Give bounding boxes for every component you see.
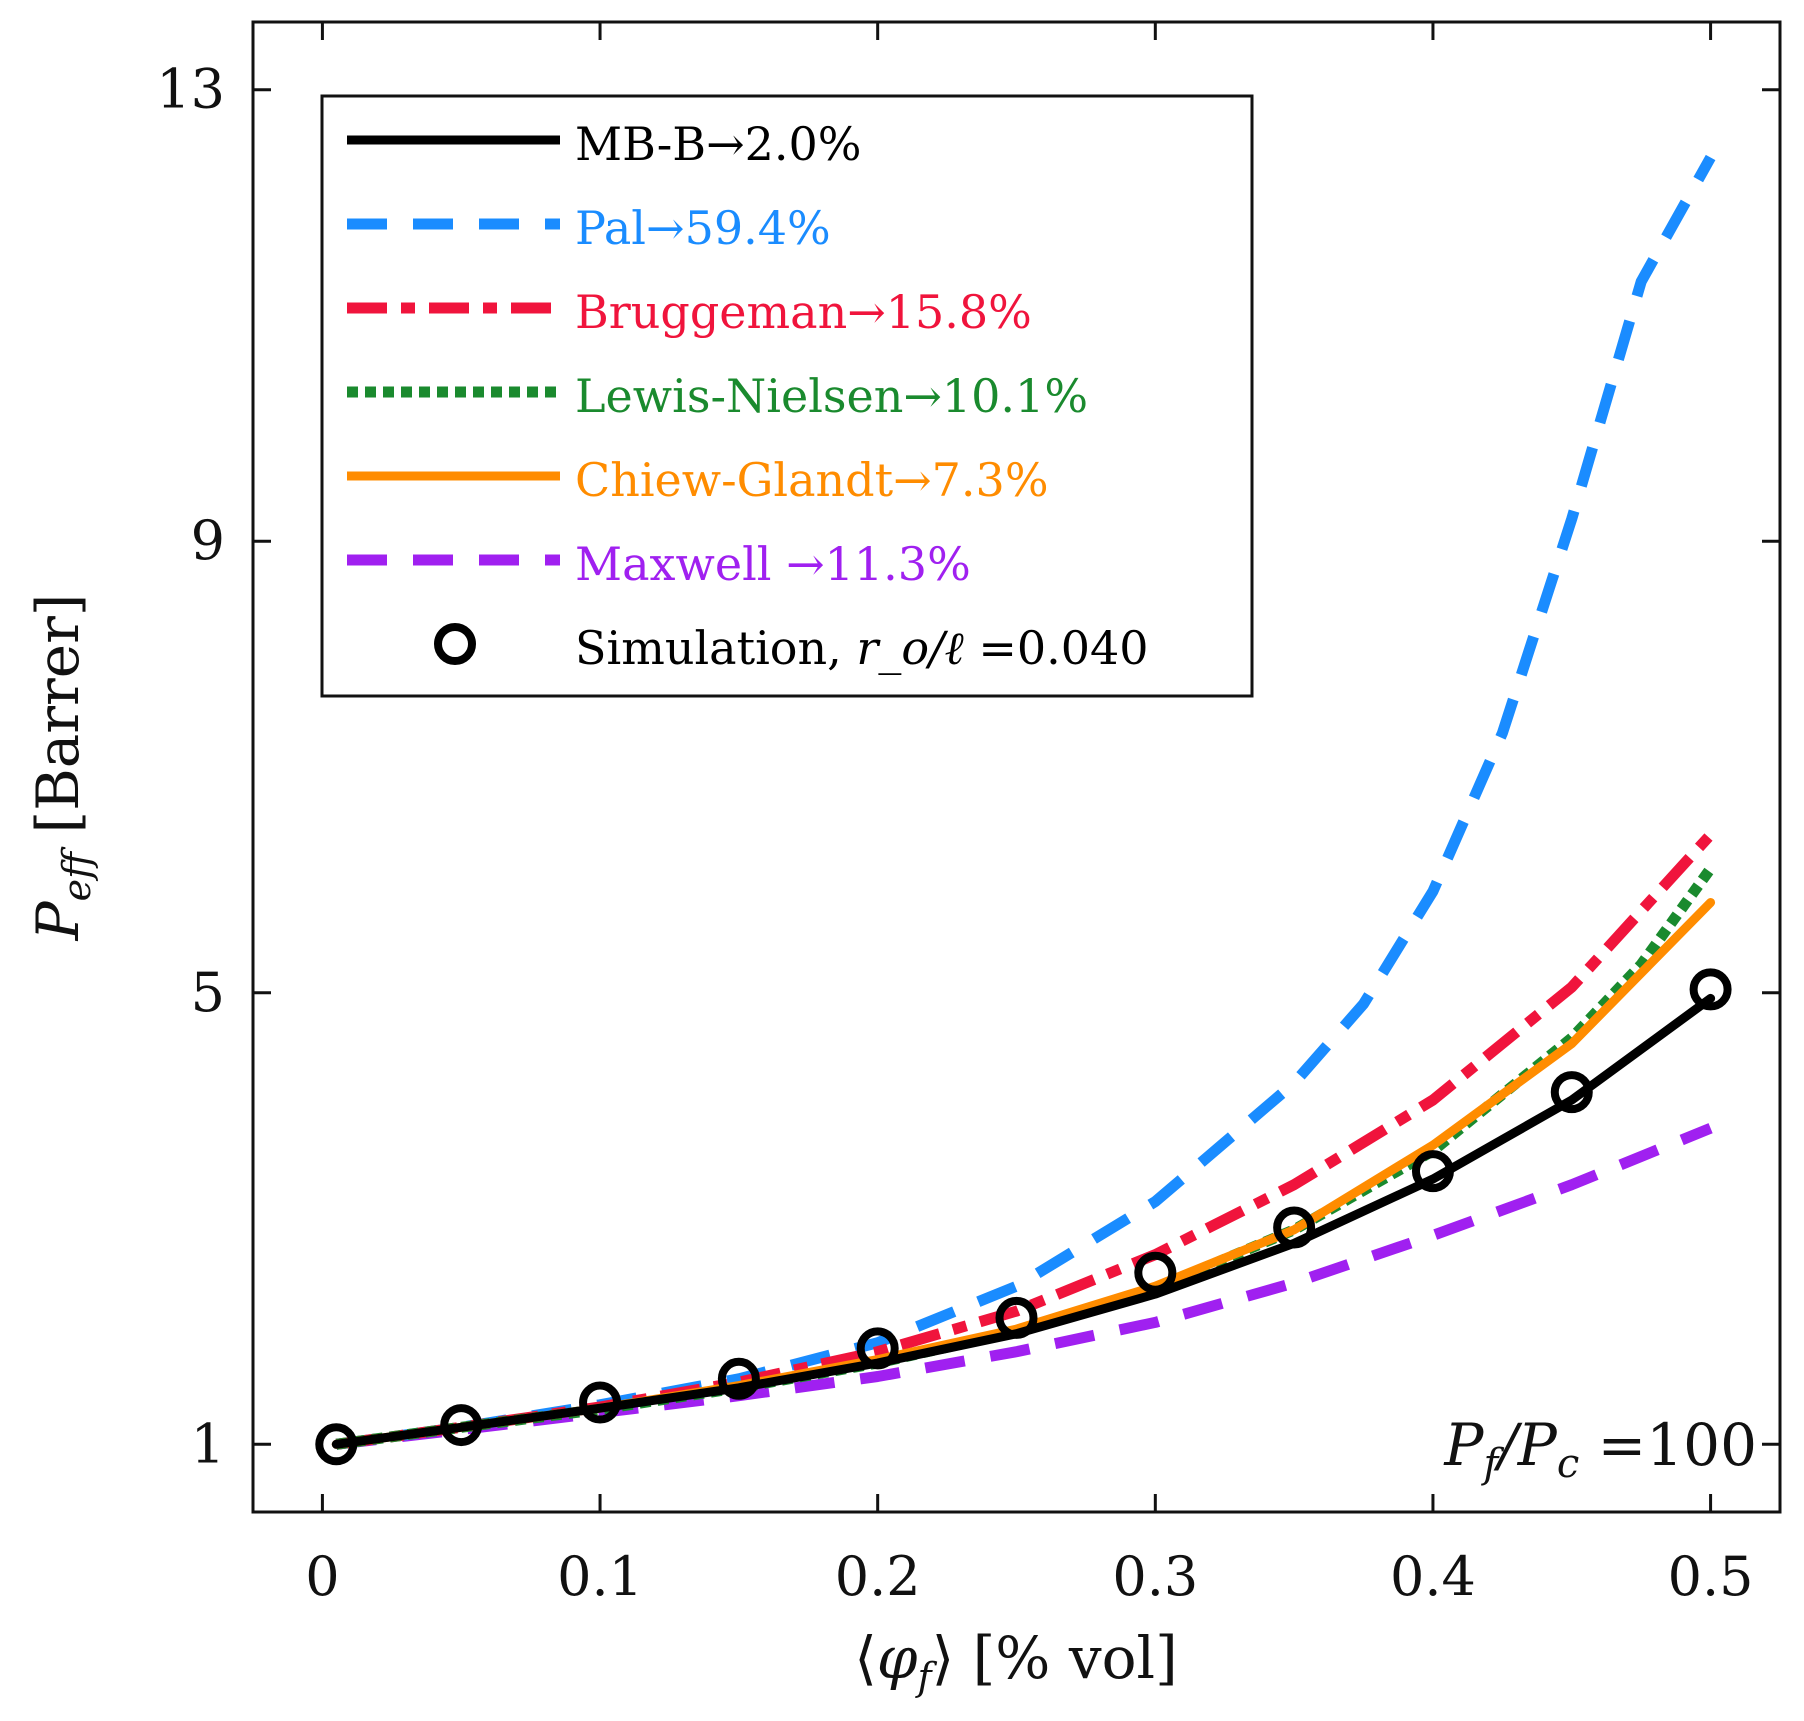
x-tick-label: 0.4 [1390,1545,1476,1608]
legend-label-maxwell: Maxwell →11.3% [575,537,971,591]
legend-sim-var: r_o/ℓ [856,621,964,675]
simulation-marker [1689,968,1732,1011]
y-tick-label: 5 [191,961,225,1024]
x-tick-label: 0.2 [835,1545,921,1608]
series-layer [315,154,1732,1466]
simulation-marker [440,1404,483,1447]
y-tick-label: 13 [156,58,225,121]
ratio-annotation: Pf/Pc =100 [1443,1411,1757,1487]
legend-label-pal: Pal→59.4% [575,201,831,255]
legend-sample-simulation [434,623,476,665]
x-tick-label: 0.3 [1112,1545,1198,1608]
axis-ticks [253,22,1780,1512]
tick-labels: 0 0.1 0.2 0.3 0.4 0.5 1 5 9 13 [156,58,1753,1608]
legend-samples [347,135,560,665]
simulation-marker [315,1423,358,1466]
legend-sim-value: =0.040 [964,621,1149,675]
legend: MB-B→2.0% Pal→59.4% Bruggeman→15.8% Lewi… [320,94,1254,698]
simulation-marker [717,1357,760,1400]
x-axis-title: ⟨φf⟩ [% vol] [854,1624,1177,1699]
y-tick-label: 9 [191,509,225,572]
y-tick-label: 1 [191,1412,225,1475]
x-tick-label: 0.5 [1668,1545,1754,1608]
simulation-marker [1411,1150,1454,1193]
legend-label-chiew-glandt: Chiew-Glandt→7.3% [575,453,1049,507]
simulation-marker [856,1327,899,1370]
legend-sim-prefix: Simulation, [575,621,856,675]
simulation-marker [995,1296,1038,1339]
x-tick-label: 0.1 [557,1545,643,1608]
simulation-marker [1273,1206,1316,1249]
simulation-marker [579,1381,622,1424]
y-axis-title: Peff [Barrer] [24,594,99,942]
simulation-marker [1550,1071,1593,1114]
x-tick-label: 0 [305,1545,339,1608]
legend-label-simulation: Simulation, r_o/ℓ =0.040 [575,621,1149,675]
simulation-marker [1134,1251,1177,1294]
legend-label-lewis-nielsen: Lewis-Nielsen→10.1% [575,369,1088,423]
legend-label-bruggeman: Bruggeman→15.8% [575,285,1032,339]
legend-label-mbb: MB-B→2.0% [575,117,862,171]
